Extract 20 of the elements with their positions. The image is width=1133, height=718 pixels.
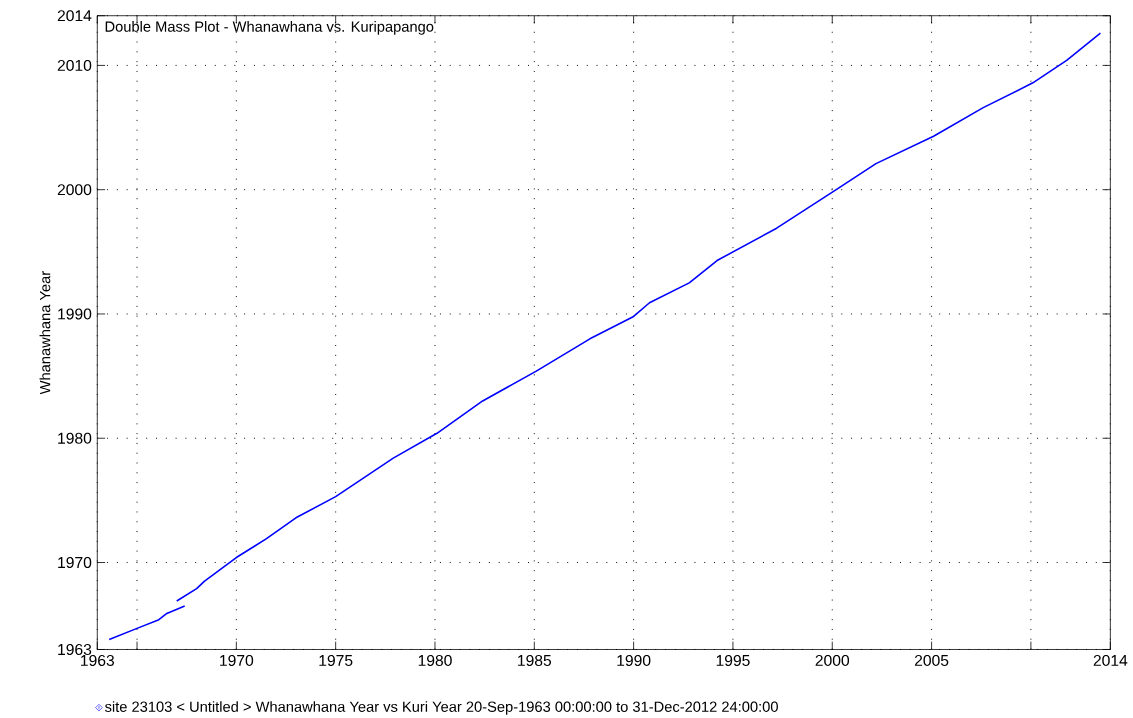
x-tick-label: 1995 — [716, 654, 750, 666]
x-tick-label: 2000 — [815, 654, 850, 666]
y-tick-label: 1990 — [58, 308, 92, 320]
x-tick-label: 2005 — [914, 654, 949, 666]
x-tick-label: 1970 — [220, 654, 254, 666]
x-tick-label: 1985 — [518, 654, 552, 666]
x-tick-label: 2014 — [1093, 654, 1128, 666]
x-tick-label: 1980 — [418, 654, 452, 666]
y-tick-label: 1980 — [58, 432, 92, 444]
y-tick-label: 1970 — [58, 556, 92, 569]
y-tick-label: 1963 — [58, 643, 92, 656]
legend-label: site 23103 < Untitled > Whanawhana Year vs Kuri Year 20-Sep-1963 00:00:00 to 31-Dec-2012 24:00:00 — [105, 701, 778, 715]
y-tick-label: 2014 — [57, 10, 92, 22]
x-tick-label: 1990 — [617, 654, 651, 666]
chart-title: Double Mass Plot - Whanawhana vs. Kuripapango — [105, 21, 434, 35]
x-tick-label: 1963 — [81, 654, 115, 666]
y-tick-label: 2010 — [57, 59, 92, 71]
x-tick-label: 1975 — [319, 654, 353, 666]
y-tick-label: 2000 — [57, 184, 92, 196]
y-axis-title: Whanawhana Year — [39, 271, 51, 395]
